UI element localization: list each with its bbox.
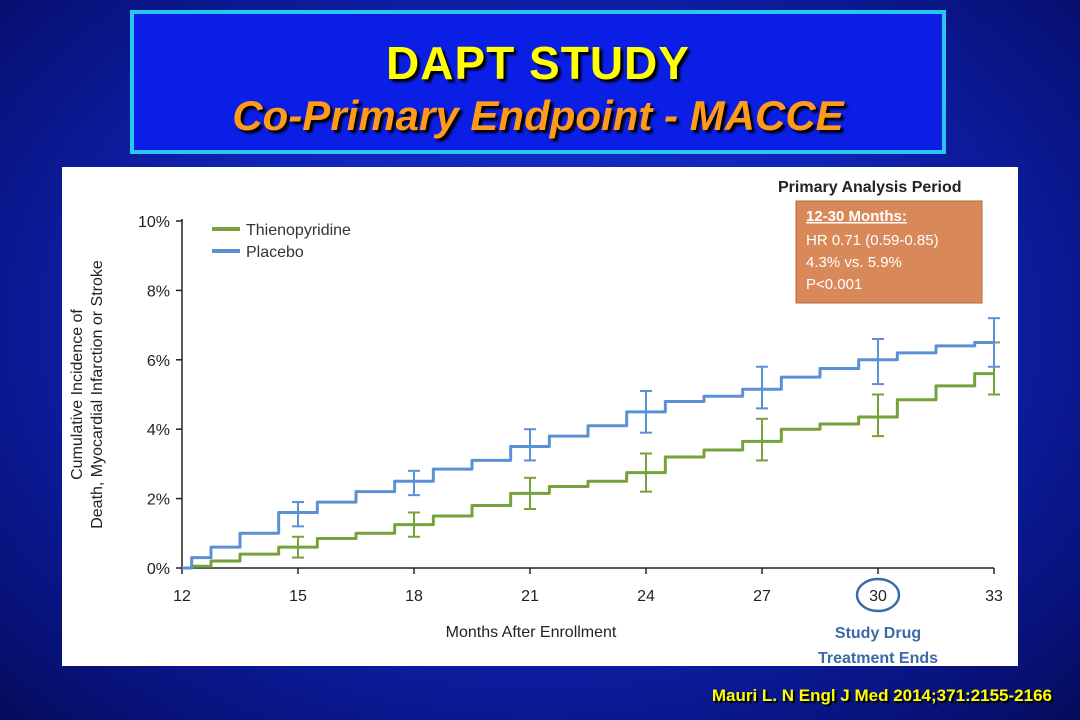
x-tick-label: 24 (637, 588, 655, 605)
y-tick-label: 6% (147, 353, 170, 370)
annotation-line: P<0.001 (806, 276, 862, 293)
annotation-title: 12-30 Months: (806, 208, 907, 225)
series-layer (182, 317, 1000, 570)
title-box: DAPT STUDY Co-Primary Endpoint - MACCE (130, 10, 946, 154)
x-tick-label: 12 (173, 588, 191, 605)
citation: Mauri L. N Engl J Med 2014;371:2155-2166 (711, 686, 1052, 705)
annotation-box (795, 200, 983, 304)
annotation-line: 4.3% vs. 5.9% (806, 254, 902, 271)
annotation-layer: Primary Analysis Period 12-30 Months: HR 0… (778, 179, 983, 667)
macce-chart: 0% 2% 4% 6% 8% 10% 12 15 18 21 24 27 30 33 Months Afte… (69, 179, 1003, 667)
chart-axes: 0% 2% 4% 6% 8% 10% 12 15 18 21 24 27 30 33 Months Afte… (69, 214, 1003, 641)
x-tick-label: 15 (289, 588, 307, 605)
y-axis-label-line1: Cumulative Incidence of (69, 309, 86, 480)
legend-label: Placebo (246, 244, 304, 261)
x-tick-label: 27 (753, 588, 771, 605)
x-axis-label: Months After Enrollment (446, 624, 617, 641)
x-tick-label: 30 (869, 588, 887, 605)
y-tick-label: 0% (147, 561, 170, 578)
x-tick-label: 33 (985, 588, 1003, 605)
slide-subtitle: Co-Primary Endpoint - MACCE (232, 92, 844, 139)
y-tick-label: 2% (147, 492, 170, 509)
chart-legend: Thienopyridine Placebo (212, 222, 351, 261)
chart-panel: 0% 2% 4% 6% 8% 10% 12 15 18 21 24 27 30 33 Months Afte… (62, 167, 1018, 667)
series-placebo (182, 317, 1000, 570)
y-tick-label: 8% (147, 283, 170, 300)
y-tick-label: 4% (147, 422, 170, 439)
x-tick-label: 21 (521, 588, 539, 605)
x-tick-label: 18 (405, 588, 423, 605)
highlight-note-line: Treatment Ends (818, 650, 938, 666)
slide-title: DAPT STUDY (386, 37, 690, 89)
annotation-line: HR 0.71 (0.59-0.85) (806, 232, 939, 249)
series-line (182, 340, 994, 570)
highlight-circle (855, 577, 901, 613)
y-tick-label: 10% (138, 214, 170, 231)
series-line (182, 372, 994, 570)
legend-label: Thienopyridine (246, 222, 351, 239)
y-axis-label-line2: Death, Myocardial Infarction or Stroke (89, 260, 106, 529)
annotation-header: Primary Analysis Period (778, 179, 962, 196)
highlight-note-line: Study Drug (835, 625, 921, 642)
